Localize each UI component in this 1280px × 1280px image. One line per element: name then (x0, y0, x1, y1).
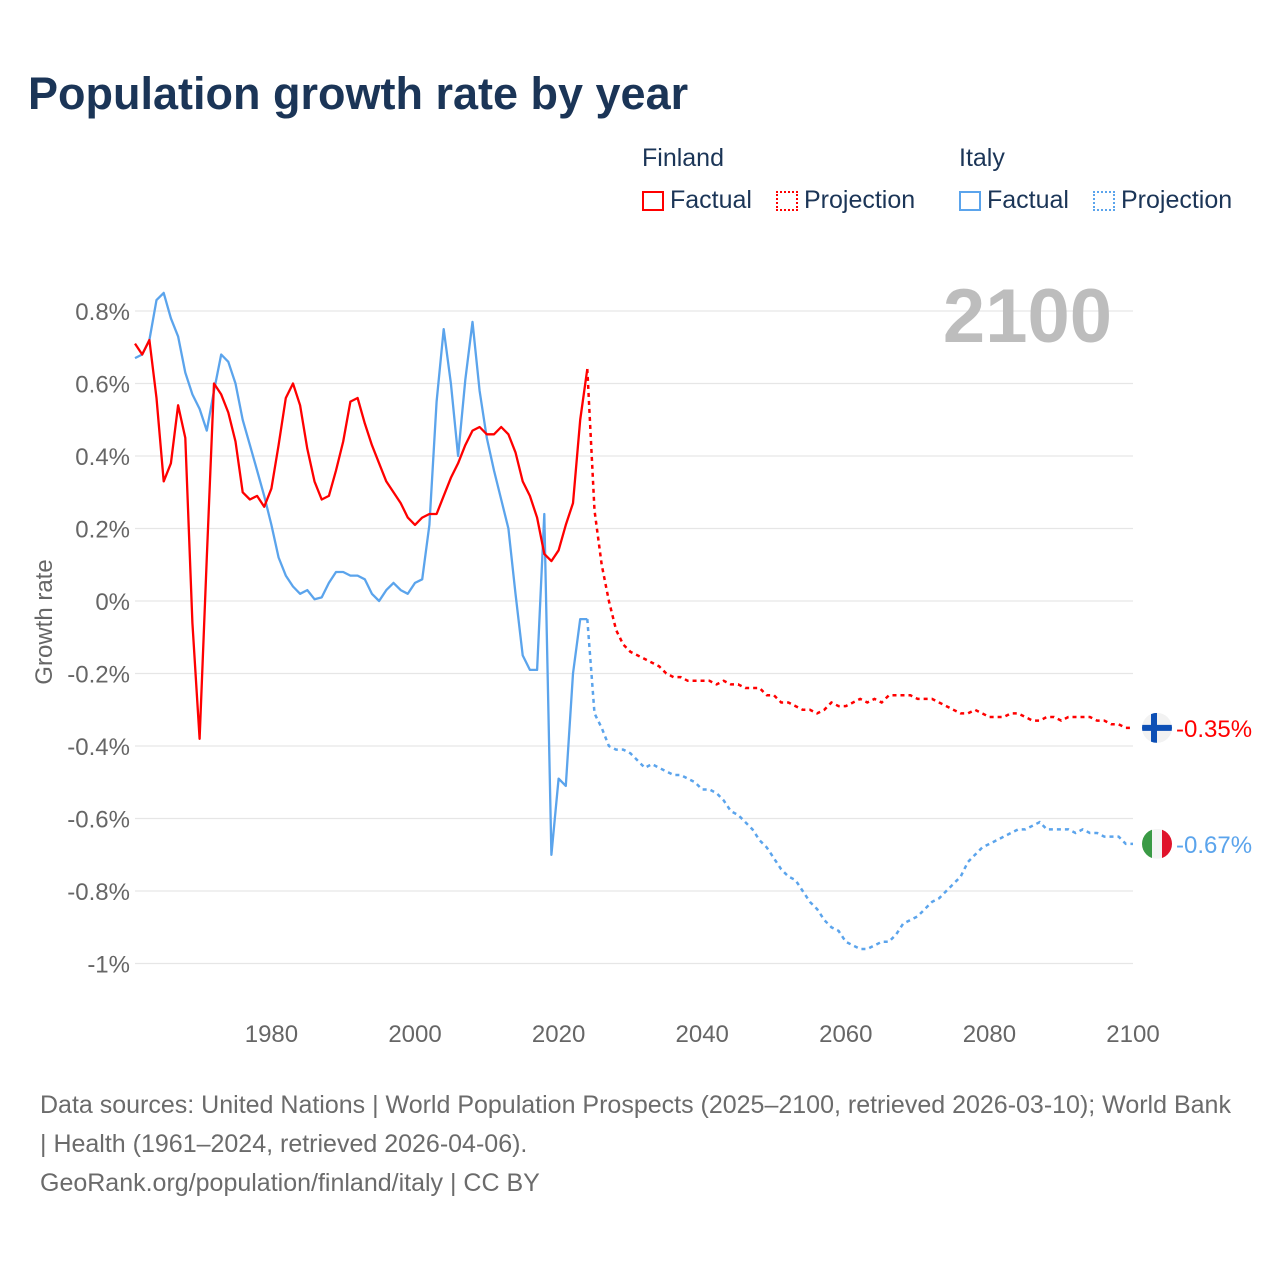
y-tick-label: -0.6% (67, 807, 130, 834)
y-tick-label: -1% (87, 952, 130, 979)
legend-italy-projection[interactable]: Projection (1093, 186, 1232, 215)
x-tick-label: 2000 (388, 1021, 441, 1048)
series-line-finland-projection[interactable] (586, 368, 1133, 730)
chart-title: Population growth rate by year (28, 68, 689, 119)
y-tick-label: 0.2% (75, 517, 130, 544)
series-end-markers: -0.67% -0.35% (1142, 712, 1252, 859)
x-tick-label: 2060 (819, 1021, 872, 1048)
legend-country-finland: Finland (642, 144, 724, 172)
y-tick-label: 0.4% (75, 444, 130, 471)
current-year-label: 2100 (943, 274, 1112, 359)
y-axis-label: Growth rate (31, 559, 58, 684)
legend-label: Factual (987, 186, 1069, 214)
legend-finland-projection[interactable]: Projection (776, 186, 915, 215)
series-lines (134, 291, 1133, 951)
legend-country-italy: Italy (959, 144, 1005, 172)
x-tick-label: 2100 (1106, 1021, 1159, 1048)
series-line-finland-factual[interactable] (134, 338, 589, 740)
y-axis-ticks: 0.8% 0.6% 0.4% 0.2% 0% -0.2% -0.4% -0.6% -0.8% -1… (67, 299, 130, 979)
y-tick-label: 0.6% (75, 372, 130, 399)
series-line-italy-projection[interactable] (586, 619, 1133, 951)
legend-swatch-solid (959, 190, 981, 211)
legend-swatch-solid (642, 190, 664, 211)
y-tick-label: 0% (95, 589, 130, 616)
legend-swatch-dotted (776, 190, 798, 211)
y-tick-label: -0.4% (67, 734, 130, 761)
flag-finland-icon (1142, 712, 1172, 743)
legend-label: Projection (1121, 186, 1233, 214)
gridlines (135, 310, 1133, 965)
x-tick-label: 1980 (245, 1021, 298, 1048)
footer: Data sources: United Nations | World Pop… (40, 1086, 1240, 1203)
legend-group-italy: Italy (959, 144, 1005, 173)
legend-finland-factual[interactable]: Factual (642, 186, 752, 215)
legend-swatch-dotted (1093, 190, 1115, 211)
attribution-link[interactable]: GeoRank.org/population/finland/italy | C… (40, 1169, 540, 1197)
end-value-label-italy: -0.67% (1176, 832, 1252, 859)
y-tick-label: 0.8% (75, 299, 130, 326)
legend-italy-factual[interactable]: Factual (959, 186, 1069, 215)
flag-italy-icon (1142, 828, 1172, 859)
x-tick-label: 2040 (676, 1021, 729, 1048)
data-sources: Data sources: United Nations | World Pop… (40, 1091, 1231, 1158)
legend-label: Factual (670, 186, 752, 214)
y-tick-label: -0.8% (67, 879, 130, 906)
legend-label: Projection (804, 186, 916, 214)
end-value-label-finland: -0.35% (1176, 716, 1252, 743)
x-axis-ticks: 1980 2000 2020 2040 2060 2080 2100 (245, 1021, 1160, 1048)
legend-group-finland: Finland (642, 144, 724, 173)
series-line-italy-factual[interactable] (134, 291, 588, 856)
y-tick-label: -0.2% (67, 662, 130, 689)
x-tick-label: 2020 (532, 1021, 585, 1048)
x-tick-label: 2080 (963, 1021, 1016, 1048)
